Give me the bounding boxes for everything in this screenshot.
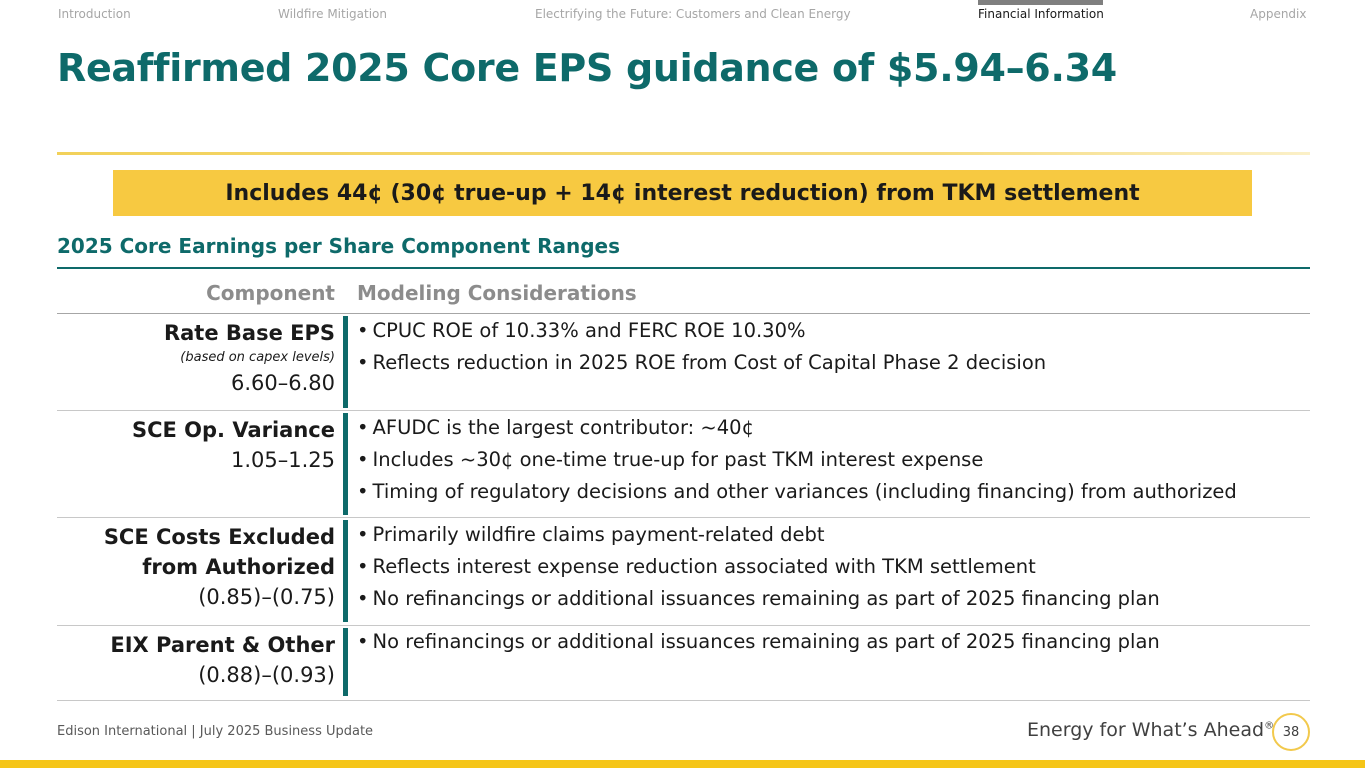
row-accent-bar: [343, 316, 348, 408]
nav-electrifying-the-future[interactable]: Electrifying the Future: Customers and C…: [535, 7, 851, 21]
active-section-indicator: [978, 0, 1103, 5]
component-cell-rate-base: Rate Base EPS (based on capex levels) 6.…: [164, 318, 335, 398]
component-range: (0.85)–(0.75): [198, 585, 335, 609]
tagline-text: Energy for What’s Ahead: [1027, 719, 1265, 741]
registered-mark: ®: [1264, 720, 1275, 732]
bullet-item: Timing of regulatory decisions and other…: [357, 476, 1237, 508]
table-bottom-divider: [57, 700, 1310, 701]
modeling-bullets-eix-parent: No refinancings or additional issuances …: [357, 626, 1160, 658]
row-divider: [57, 410, 1310, 411]
component-cell-eix-parent: EIX Parent & Other (0.88)–(0.93): [110, 630, 335, 690]
component-name: SCE Costs Excluded: [103, 525, 335, 549]
component-note: (based on capex levels): [180, 350, 335, 365]
bullet-item: Reflects reduction in 2025 ROE from Cost…: [357, 347, 1047, 379]
bottom-accent-bar: [0, 760, 1365, 768]
bullet-item: Primarily wildfire claims payment-relate…: [357, 519, 1160, 551]
page-number-badge: 38: [1272, 713, 1310, 751]
component-cell-sce-costs-excluded: SCE Costs Excluded from Authorized (0.85…: [104, 522, 335, 612]
component-name: from Authorized: [142, 555, 335, 579]
page-number: 38: [1282, 724, 1300, 740]
component-cell-sce-op-variance: SCE Op. Variance 1.05–1.25: [132, 415, 335, 475]
nav-introduction[interactable]: Introduction: [58, 7, 131, 21]
row-divider: [57, 517, 1310, 518]
column-header-modeling: Modeling Considerations: [357, 281, 637, 305]
footer-source: Edison International | July 2025 Busines…: [57, 724, 374, 739]
component-name: Rate Base EPS: [163, 321, 335, 345]
column-header-component: Component: [206, 281, 335, 305]
bullet-item: No refinancings or additional issuances …: [357, 626, 1160, 658]
row-accent-bar: [343, 413, 348, 515]
table-header-divider: [57, 313, 1310, 314]
highlight-banner: Includes 44¢ (30¢ true-up + 14¢ interest…: [113, 170, 1252, 216]
bullet-item: Includes ~30¢ one-time true-up for past …: [357, 444, 1237, 476]
modeling-bullets-rate-base: CPUC ROE of 10.33% and FERC ROE 10.30% R…: [357, 315, 1047, 379]
modeling-bullets-sce-costs-excluded: Primarily wildfire claims payment-relate…: [357, 519, 1160, 615]
title-divider: [57, 152, 1310, 155]
nav-appendix[interactable]: Appendix: [1250, 7, 1307, 21]
component-range: 6.60–6.80: [230, 371, 335, 395]
bullet-item: Reflects interest expense reduction asso…: [357, 551, 1160, 583]
component-name: SCE Op. Variance: [131, 418, 335, 442]
component-range: 1.05–1.25: [230, 448, 335, 472]
bullet-item: CPUC ROE of 10.33% and FERC ROE 10.30%: [357, 315, 1046, 347]
footer-tagline: Energy for What’s Ahead®: [1027, 719, 1274, 741]
slide-title: Reaffirmed 2025 Core EPS guidance of $5.…: [57, 46, 1117, 90]
nav-financial-information[interactable]: Financial Information: [978, 7, 1104, 21]
bullet-item: No refinancings or additional issuances …: [357, 583, 1160, 615]
banner-text: Includes 44¢ (30¢ true-up + 14¢ interest…: [225, 180, 1140, 206]
component-name: EIX Parent & Other: [110, 633, 335, 657]
section-heading: 2025 Core Earnings per Share Component R…: [57, 234, 621, 258]
nav-wildfire-mitigation[interactable]: Wildfire Mitigation: [278, 7, 387, 21]
bullet-item: AFUDC is the largest contributor: ~40¢: [357, 412, 1237, 444]
component-range: (0.88)–(0.93): [198, 663, 335, 687]
modeling-bullets-sce-op-variance: AFUDC is the largest contributor: ~40¢ I…: [357, 412, 1237, 508]
row-accent-bar: [343, 628, 348, 696]
row-accent-bar: [343, 520, 348, 622]
section-divider: [57, 267, 1310, 269]
